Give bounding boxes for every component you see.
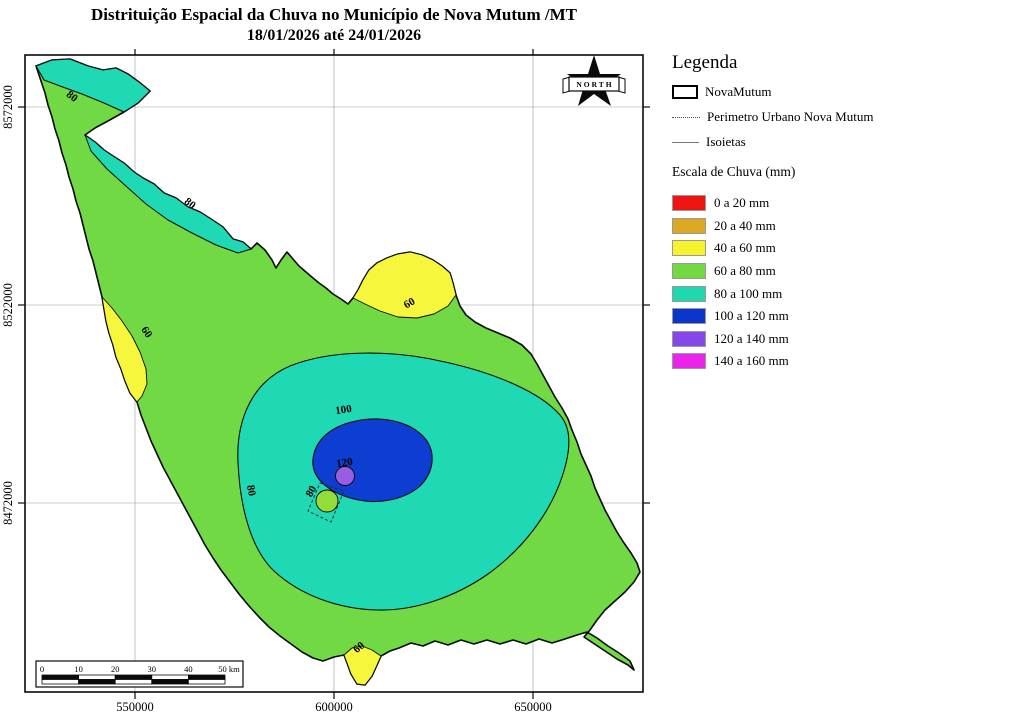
legend-item-label: Perimetro Urbano Nova Mutum bbox=[707, 109, 874, 124]
axis-ticks bbox=[18, 49, 650, 699]
legend-item-urban-perimeter: Perimetro Urbano Nova Mutum bbox=[672, 109, 912, 125]
rain-scale-classes: 0 a 20 mm 20 a 40 mm 40 a 60 mm 60 a 80 mm 8… bbox=[672, 192, 912, 373]
rain-class-row: 0 a 20 mm bbox=[672, 192, 912, 215]
y-axis-label-8522000: 8522000 bbox=[1, 283, 15, 327]
isohyet-region-nw-80 bbox=[35, 58, 151, 113]
scale-bar: 0 10 20 30 40 50 km bbox=[35, 660, 244, 688]
legend-item-label: Isoietas bbox=[706, 134, 746, 149]
rain-class-row: 80 a 100 mm bbox=[672, 282, 912, 305]
rain-class-row: 140 a 160 mm bbox=[672, 350, 912, 373]
scalebar-tick-10: 10 bbox=[74, 664, 83, 674]
rain-class-swatch bbox=[672, 217, 706, 234]
rain-class-label: 20 a 40 mm bbox=[714, 217, 776, 233]
rain-class-label: 120 a 140 mm bbox=[714, 330, 789, 346]
rain-class-row: 40 a 60 mm bbox=[672, 237, 912, 260]
rain-class-label: 100 a 120 mm bbox=[714, 308, 789, 324]
rain-class-row: 20 a 40 mm bbox=[672, 215, 912, 238]
legend-item-label: NovaMutum bbox=[705, 84, 772, 99]
thin-line-icon bbox=[672, 141, 699, 143]
x-axis-label-550000: 550000 bbox=[116, 700, 154, 714]
isohyet-region-city-80 bbox=[315, 489, 339, 513]
dotted-line-icon bbox=[672, 116, 700, 118]
x-axis-label-600000: 600000 bbox=[315, 700, 353, 714]
scalebar-tick-40: 40 bbox=[184, 664, 193, 674]
scalebar-tick-0: 0 bbox=[40, 664, 44, 674]
north-arrow-label: NORTH bbox=[576, 80, 613, 89]
isohyet-region-south-60 bbox=[343, 645, 382, 686]
scalebar-tick-20: 20 bbox=[111, 664, 120, 674]
contour-label: 120 bbox=[335, 456, 354, 471]
map-title-line1: Distrituição Espacial da Chuva no Municí… bbox=[91, 5, 577, 24]
rain-class-swatch bbox=[672, 308, 706, 325]
urban-perimeter-outline bbox=[307, 482, 345, 523]
rain-class-row: 120 a 140 mm bbox=[672, 328, 912, 351]
rain-class-label: 40 a 60 mm bbox=[714, 240, 776, 256]
rain-class-swatch bbox=[672, 330, 706, 347]
rain-class-label: 0 a 20 mm bbox=[714, 195, 770, 211]
map-title-line2: 18/01/2026 até 24/01/2026 bbox=[246, 27, 422, 44]
isohyet-region-purple-120 bbox=[335, 466, 355, 486]
rain-class-label: 60 a 80 mm bbox=[714, 263, 776, 279]
legend-heading: Legenda bbox=[672, 52, 738, 73]
isohyet-region-west-60 bbox=[101, 296, 148, 403]
north-arrow: NORTH bbox=[562, 55, 626, 106]
scalebar-tick-30: 30 bbox=[148, 664, 157, 674]
rain-class-swatch bbox=[672, 285, 706, 302]
map-title: Distrituição Espacial da Chuva no Municí… bbox=[0, 4, 668, 46]
rain-class-swatch bbox=[672, 263, 706, 280]
y-axis-label-8572000: 8572000 bbox=[1, 85, 15, 129]
x-axis-label-650000: 650000 bbox=[514, 700, 552, 714]
municipality-outline-icon bbox=[672, 85, 698, 99]
rain-class-swatch bbox=[672, 195, 706, 212]
scalebar-end-label: 50 km bbox=[218, 664, 240, 674]
rain-class-label: 140 a 160 mm bbox=[714, 353, 789, 369]
rain-class-row: 60 a 80 mm bbox=[672, 260, 912, 283]
isohyet-region-blue-100 bbox=[312, 418, 433, 502]
contour-label: 80 bbox=[244, 484, 258, 497]
rain-class-swatch bbox=[672, 353, 706, 370]
scalebar-segments bbox=[41, 674, 226, 685]
y-axis-label-8472000: 8472000 bbox=[1, 481, 15, 525]
legend-item-isohyets: Isoietas bbox=[672, 134, 912, 150]
rain-class-label: 80 a 100 mm bbox=[714, 285, 783, 301]
rain-class-row: 100 a 120 mm bbox=[672, 305, 912, 328]
legend-panel: Legenda NovaMutum Perimetro Urbano Nova … bbox=[672, 52, 912, 373]
north-arrow-banner bbox=[568, 76, 620, 92]
isohyet-region-ne-80 bbox=[84, 134, 252, 254]
legend-item-municipality: NovaMutum bbox=[672, 84, 912, 100]
isohyet-region-north-60 bbox=[352, 251, 457, 319]
contour-label: 100 bbox=[334, 403, 353, 418]
rain-scale-heading: Escala de Chuva (mm) bbox=[672, 164, 796, 179]
rain-class-swatch bbox=[672, 240, 706, 257]
